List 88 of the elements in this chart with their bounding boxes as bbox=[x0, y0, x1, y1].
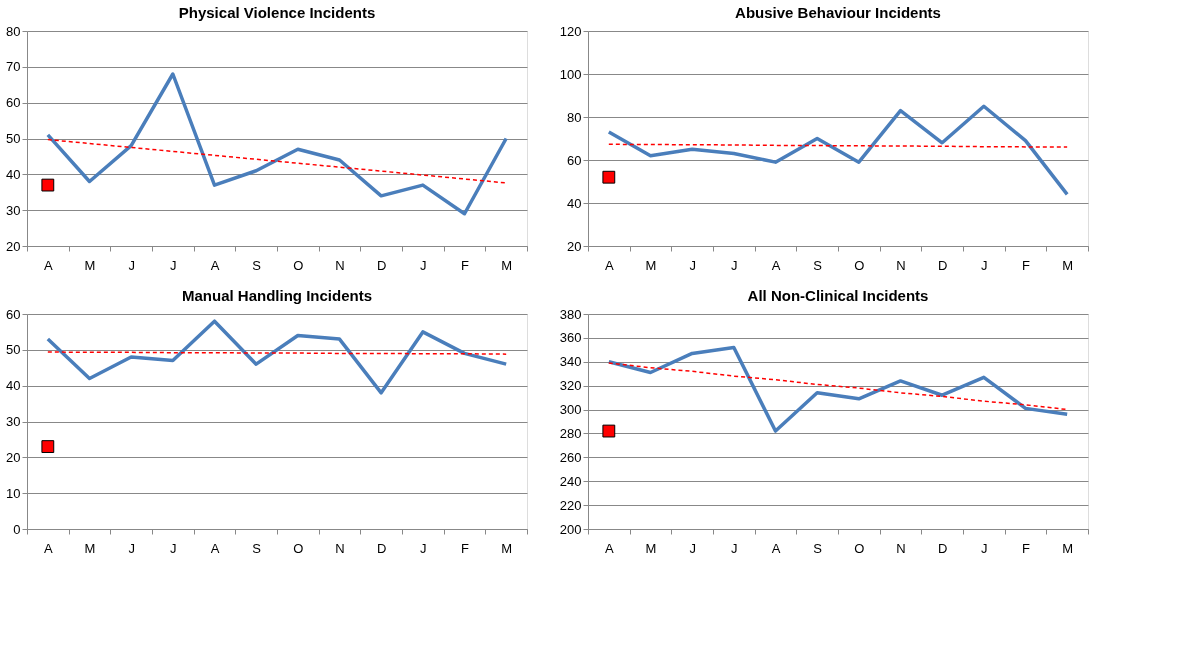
y-tick-label: 50 bbox=[6, 342, 21, 358]
x-tick-label: F bbox=[1022, 257, 1031, 273]
y-tick-label: 80 bbox=[567, 109, 582, 125]
y-tick-label: 40 bbox=[567, 195, 582, 211]
y-tick-label: 10 bbox=[6, 485, 21, 501]
x-tick-label: A bbox=[44, 540, 53, 556]
x-tick-label: D bbox=[376, 540, 387, 556]
y-tick-label: 60 bbox=[6, 95, 21, 111]
x-tick-label: A bbox=[44, 257, 53, 273]
x-tick-label: M bbox=[1062, 540, 1074, 556]
x-tick-label: A bbox=[605, 540, 614, 556]
x-tick-label: J bbox=[981, 257, 988, 273]
x-tick-label: S bbox=[252, 257, 262, 273]
line-series bbox=[47, 138, 507, 184]
y-tick-label: 50 bbox=[6, 131, 21, 146]
line-series bbox=[608, 362, 1068, 411]
line-series bbox=[46, 72, 508, 216]
x-tick-label: D bbox=[937, 540, 948, 556]
line-series bbox=[607, 345, 1069, 433]
y-tick-label: 30 bbox=[6, 414, 21, 429]
y-tick-label: 260 bbox=[559, 449, 582, 465]
y-tick-label: 120 bbox=[559, 23, 582, 39]
x-tick-label: M bbox=[501, 257, 513, 273]
y-tick-label: 20 bbox=[567, 238, 582, 254]
y-tick-label: 0 bbox=[13, 521, 21, 537]
x-tick-label: J bbox=[689, 257, 696, 273]
y-tick-label: 380 bbox=[559, 306, 582, 322]
x-tick-label: J bbox=[981, 540, 988, 556]
x-tick-label: A bbox=[771, 257, 781, 273]
x-tick-label: S bbox=[813, 257, 823, 273]
x-tick-label: J bbox=[128, 257, 135, 273]
y-tick-label: 80 bbox=[6, 23, 21, 39]
x-tick-label: J bbox=[731, 257, 738, 273]
x-tick-label: A bbox=[210, 257, 220, 273]
chart-title: Manual Handling Incidents bbox=[181, 287, 373, 304]
y-tick-label: 40 bbox=[6, 166, 21, 182]
y-tick-label: 60 bbox=[567, 152, 582, 168]
x-tick-label: J bbox=[170, 257, 177, 273]
line-series bbox=[607, 104, 1069, 197]
x-tick-label: A bbox=[210, 540, 220, 556]
x-tick-label: N bbox=[896, 540, 906, 556]
x-tick-label: S bbox=[252, 540, 262, 556]
x-tick-label: A bbox=[771, 540, 781, 556]
x-tick-label: D bbox=[376, 257, 387, 273]
y-tick-label: 20 bbox=[6, 238, 21, 254]
x-tick-label: S bbox=[813, 540, 823, 556]
x-tick-label: O bbox=[293, 257, 304, 273]
x-tick-label: N bbox=[896, 257, 906, 273]
x-tick-label: F bbox=[1022, 540, 1031, 556]
x-tick-label: M bbox=[501, 540, 513, 556]
x-tick-label: J bbox=[128, 540, 135, 556]
x-tick-label: F bbox=[461, 257, 470, 273]
y-tick-label: 360 bbox=[559, 330, 582, 346]
x-tick-label: O bbox=[854, 540, 865, 556]
x-tick-label: O bbox=[854, 257, 865, 273]
y-tick-label: 20 bbox=[6, 449, 21, 465]
x-tick-label: J bbox=[731, 540, 738, 556]
y-tick-label: 70 bbox=[6, 59, 21, 75]
y-tick-label: 100 bbox=[559, 66, 582, 82]
y-tick-label: 60 bbox=[6, 306, 21, 322]
y-tick-label: 40 bbox=[6, 378, 21, 394]
x-tick-label: M bbox=[84, 540, 96, 556]
x-tick-label: J bbox=[170, 540, 177, 556]
x-tick-label: J bbox=[420, 540, 427, 556]
chart-title: Physical Violence Incidents bbox=[178, 4, 376, 21]
y-tick-label: 300 bbox=[559, 402, 582, 418]
y-tick-label: 200 bbox=[559, 521, 582, 537]
y-tick-label: 320 bbox=[559, 378, 582, 394]
chart-title: All Non-Clinical Incidents bbox=[747, 287, 929, 304]
x-tick-label: M bbox=[645, 257, 657, 273]
x-tick-label: M bbox=[1062, 257, 1074, 273]
y-tick-label: 220 bbox=[559, 497, 582, 513]
y-tick-label: 280 bbox=[559, 425, 582, 441]
y-tick-label: 340 bbox=[559, 354, 582, 370]
x-tick-label: N bbox=[335, 540, 345, 556]
line-series bbox=[46, 319, 508, 395]
y-tick-label: 240 bbox=[559, 473, 582, 489]
x-tick-label: M bbox=[645, 540, 657, 556]
x-tick-label: M bbox=[84, 257, 96, 273]
chart-title: Abusive Behaviour Incidents bbox=[735, 4, 941, 21]
x-tick-label: N bbox=[335, 257, 345, 273]
x-tick-label: A bbox=[605, 257, 614, 273]
x-tick-label: J bbox=[420, 257, 427, 273]
x-tick-label: J bbox=[689, 540, 696, 556]
x-tick-label: F bbox=[461, 540, 470, 556]
x-tick-label: D bbox=[937, 257, 948, 273]
x-tick-label: O bbox=[293, 540, 304, 556]
y-tick-label: 30 bbox=[6, 202, 21, 218]
